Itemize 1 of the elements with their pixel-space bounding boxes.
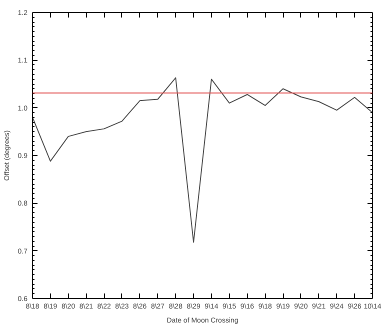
line-series [32, 77, 372, 243]
